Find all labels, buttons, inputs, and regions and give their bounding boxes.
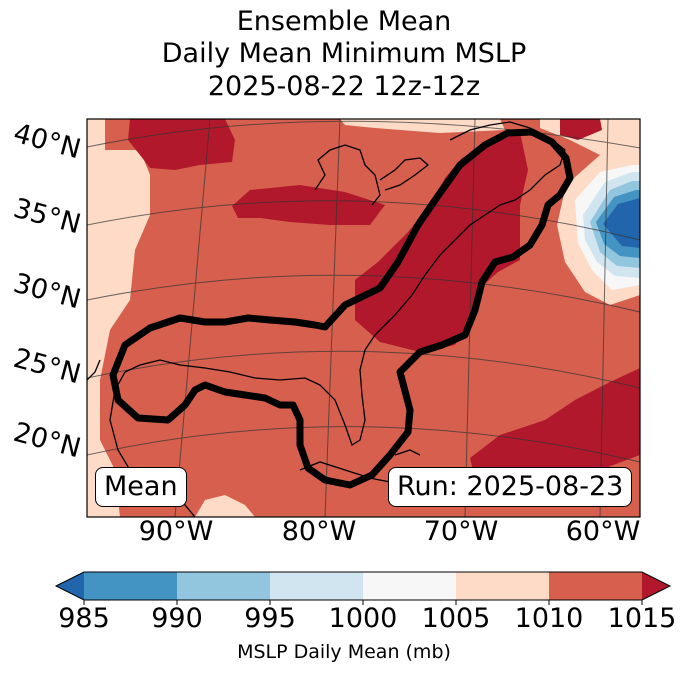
map-frame xyxy=(86,118,641,518)
colorbar-tick-995: 995 xyxy=(244,603,296,634)
colorbar-tick-985: 985 xyxy=(58,603,110,634)
colorbar-tick-1000: 1000 xyxy=(328,603,398,634)
colorbar-segment-990-995 xyxy=(177,572,270,600)
pressure-region-light-nw xyxy=(87,160,108,205)
colorbar-tick-1010: 1010 xyxy=(514,603,584,634)
pressure-region-light-north xyxy=(340,119,505,133)
lon-label-60w: 60°W xyxy=(566,516,641,547)
colorbar-tick-1005: 1005 xyxy=(421,603,491,634)
title-line-1: Ensemble Mean xyxy=(236,6,452,37)
colorbar-segment-995-1000 xyxy=(270,572,363,600)
pressure-region-light-west xyxy=(87,119,150,517)
pressure-region-light-south xyxy=(195,495,255,517)
colorbar-tick-marks xyxy=(83,600,643,605)
lat-label-40: 40°N xyxy=(10,118,84,166)
colorbar-label: MSLP Daily Mean (mb) xyxy=(237,641,451,663)
colorbar-high-extension xyxy=(642,572,670,600)
colorbar-low-extension xyxy=(56,572,84,600)
pressure-region-darkblue xyxy=(603,198,640,248)
title-line-2: Daily Mean Minimum MSLP xyxy=(161,38,527,69)
colorbar-tick-1015: 1015 xyxy=(607,603,677,634)
run-date-box: Run: 2025-08-23 xyxy=(388,467,633,507)
pressure-region-darkred-east xyxy=(355,132,528,352)
title-line-3: 2025-08-22 12z-12z xyxy=(207,71,481,102)
colorbar-segment-985-990 xyxy=(84,572,177,600)
contour-outline xyxy=(109,128,574,489)
map-area xyxy=(87,119,640,517)
pressure-region-darkred-plains xyxy=(232,185,385,225)
lat-label-30: 30°N xyxy=(10,268,84,316)
lat-label-35: 35°N xyxy=(10,193,84,241)
lon-label-70w: 70°W xyxy=(424,516,499,547)
colorbar xyxy=(54,571,672,605)
pressure-region-darkred-ne-edge xyxy=(560,119,602,140)
colorbar-segment-1005-1010 xyxy=(456,572,549,600)
colorbar-tick-990: 990 xyxy=(151,603,203,634)
colorbar-segment-1000-1005 xyxy=(363,572,456,600)
pressure-region-darkred-north xyxy=(128,119,235,170)
lon-label-90w: 90°W xyxy=(139,516,214,547)
mean-label-box: Mean xyxy=(95,467,187,507)
lon-label-80w: 80°W xyxy=(282,516,357,547)
pressure-region-darkred-se xyxy=(470,368,640,480)
lat-label-20: 20°N xyxy=(10,417,84,465)
colorbar-segment-1010-1015 xyxy=(549,572,642,600)
lat-label-25: 25°N xyxy=(10,343,84,391)
